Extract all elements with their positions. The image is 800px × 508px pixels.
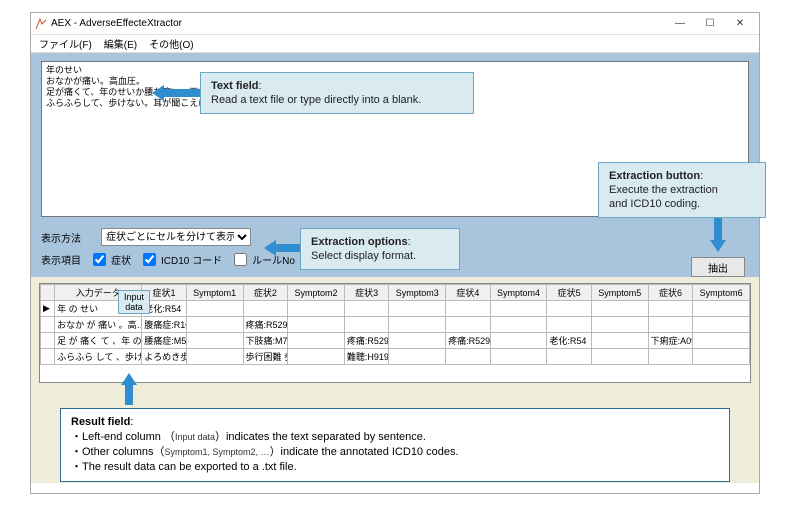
arrow-result-body bbox=[125, 385, 133, 405]
grid-cell[interactable] bbox=[547, 317, 592, 333]
grid-cell[interactable]: 老化:R54 bbox=[547, 333, 592, 349]
arrow-extopt-body bbox=[276, 244, 300, 252]
maximize-button[interactable]: ☐ bbox=[695, 14, 725, 34]
grid-cell[interactable] bbox=[490, 301, 547, 317]
grid-cell[interactable]: 下肢痛:M7966 bbox=[243, 333, 288, 349]
grid-cell[interactable] bbox=[41, 349, 55, 365]
grid-cell[interactable] bbox=[648, 317, 693, 333]
close-button[interactable]: ✕ bbox=[725, 14, 755, 34]
minimize-button[interactable]: — bbox=[665, 14, 695, 34]
grid-header[interactable]: Symptom1 bbox=[186, 285, 243, 301]
grid-cell[interactable] bbox=[446, 349, 491, 365]
grid-cell[interactable] bbox=[693, 317, 750, 333]
arrow-extbtn-icon bbox=[710, 240, 726, 252]
grid-cell[interactable]: 腰痛症:M5456 bbox=[142, 333, 187, 349]
grid-cell[interactable]: 下痢症:A09 bbox=[648, 333, 693, 349]
menu-other[interactable]: その他(O) bbox=[149, 36, 193, 51]
arrow-textfield-body bbox=[164, 89, 200, 97]
grid-cell[interactable] bbox=[591, 333, 648, 349]
grid-header[interactable]: Symptom2 bbox=[288, 285, 345, 301]
menubar: ファイル(F) 編集(E) その他(O) bbox=[31, 35, 759, 53]
grid-cell[interactable] bbox=[41, 333, 55, 349]
grid-cell[interactable] bbox=[591, 349, 648, 365]
grid-cell[interactable] bbox=[389, 301, 446, 317]
callout-ext-options: Extraction options: Select display forma… bbox=[300, 228, 460, 270]
grid-cell[interactable]: 難聴:H919 bbox=[344, 349, 389, 365]
grid-cell[interactable] bbox=[186, 317, 243, 333]
grid-header[interactable] bbox=[41, 285, 55, 301]
grid-cell[interactable] bbox=[41, 317, 55, 333]
grid-cell[interactable] bbox=[288, 349, 345, 365]
grid-header[interactable]: Symptom5 bbox=[591, 285, 648, 301]
grid-header[interactable]: 症状2 bbox=[243, 285, 288, 301]
grid-cell[interactable]: 足 が 痛く て 、年 の… bbox=[55, 333, 142, 349]
grid-cell[interactable] bbox=[693, 349, 750, 365]
chk-symptom[interactable] bbox=[93, 253, 106, 266]
grid-cell[interactable] bbox=[186, 349, 243, 365]
grid-header[interactable]: Symptom6 bbox=[693, 285, 750, 301]
extract-button[interactable]: 抽出 bbox=[691, 257, 745, 277]
callout-ext-button: Extraction button: Execute the extractio… bbox=[598, 162, 766, 218]
arrow-textfield-icon bbox=[152, 85, 164, 101]
grid-cell[interactable] bbox=[648, 349, 693, 365]
grid-cell[interactable] bbox=[389, 317, 446, 333]
grid-cell[interactable] bbox=[186, 301, 243, 317]
arrow-extopt-icon bbox=[264, 240, 276, 256]
grid-cell[interactable] bbox=[547, 301, 592, 317]
grid-cell[interactable]: 疼痛:R529 bbox=[243, 317, 288, 333]
grid-cell[interactable] bbox=[288, 301, 345, 317]
grid-header[interactable]: Symptom4 bbox=[490, 285, 547, 301]
grid-header[interactable]: Symptom3 bbox=[389, 285, 446, 301]
grid-cell[interactable]: よろめき歩行:R260 bbox=[142, 349, 187, 365]
grid-cell[interactable] bbox=[591, 301, 648, 317]
grid-cell[interactable]: 疼痛:R529 bbox=[344, 333, 389, 349]
callout-textfield: Text field: Read a text file or type dir… bbox=[200, 72, 474, 114]
grid-cell[interactable] bbox=[591, 317, 648, 333]
grid-cell[interactable]: 疼痛:R529 bbox=[446, 333, 491, 349]
grid-cell[interactable] bbox=[389, 349, 446, 365]
grid-cell[interactable] bbox=[693, 333, 750, 349]
grid-cell[interactable] bbox=[288, 317, 345, 333]
grid-cell[interactable] bbox=[446, 317, 491, 333]
display-method-label: 表示方法 bbox=[41, 230, 93, 245]
menu-file[interactable]: ファイル(F) bbox=[39, 36, 92, 51]
chk-ruleno[interactable] bbox=[234, 253, 247, 266]
grid-cell[interactable] bbox=[547, 349, 592, 365]
grid-cell[interactable] bbox=[490, 333, 547, 349]
grid-cell[interactable]: おなか が 痛い 。高… bbox=[55, 317, 142, 333]
grid-cell[interactable] bbox=[344, 301, 389, 317]
window-title: AEX - AdverseEffecteXtractor bbox=[51, 18, 665, 29]
grid-cell[interactable] bbox=[693, 301, 750, 317]
grid-cell[interactable]: 腹痛症:R104 bbox=[142, 317, 187, 333]
grid-cell[interactable] bbox=[648, 301, 693, 317]
callout-result-field: Result field: ・Left-end column （Input da… bbox=[60, 408, 730, 482]
grid-header[interactable]: 症状6 bbox=[648, 285, 693, 301]
grid-cell[interactable] bbox=[288, 333, 345, 349]
grid-cell[interactable] bbox=[344, 317, 389, 333]
grid-cell[interactable]: ▶ bbox=[41, 301, 55, 317]
titlebar: AEX - AdverseEffecteXtractor — ☐ ✕ bbox=[31, 13, 759, 35]
menu-edit[interactable]: 編集(E) bbox=[104, 36, 137, 51]
display-items-label: 表示項目 bbox=[41, 252, 81, 267]
grid-header[interactable]: 症状3 bbox=[344, 285, 389, 301]
chk-icd10[interactable] bbox=[143, 253, 156, 266]
label-input-data: Inputdata bbox=[118, 290, 150, 314]
grid-header[interactable]: 症状4 bbox=[446, 285, 491, 301]
grid-cell[interactable]: ふらふら して 、歩け… bbox=[55, 349, 142, 365]
grid-cell[interactable]: 歩行困難 歩行障害:R… bbox=[243, 349, 288, 365]
grid-cell[interactable] bbox=[490, 317, 547, 333]
grid-cell[interactable] bbox=[446, 301, 491, 317]
grid-cell[interactable] bbox=[186, 333, 243, 349]
app-icon bbox=[35, 18, 47, 30]
grid-cell[interactable] bbox=[490, 349, 547, 365]
arrow-result-icon bbox=[121, 373, 137, 385]
grid-header[interactable]: 症状5 bbox=[547, 285, 592, 301]
display-method-select[interactable]: 症状ごとにセルを分けて表示 bbox=[101, 228, 251, 246]
grid-cell[interactable] bbox=[243, 301, 288, 317]
grid-cell[interactable] bbox=[389, 333, 446, 349]
